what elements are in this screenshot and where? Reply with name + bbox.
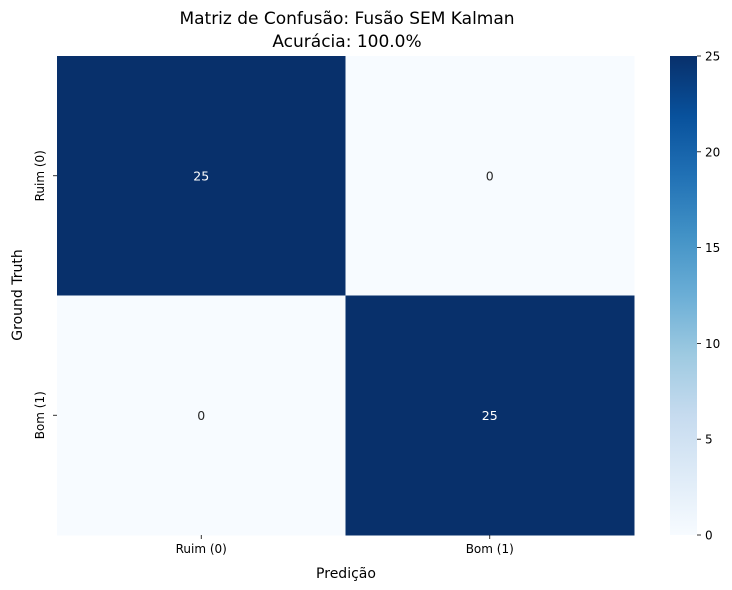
heatmap-cells: 25 0 0 25: [57, 56, 635, 536]
cell-value-label: 0: [197, 408, 205, 423]
heatmap-cell: [57, 295, 346, 536]
cell-value-label: 25: [193, 168, 209, 183]
y-axis-label: Ground Truth: [10, 249, 26, 340]
y-tick-label: Bom (1): [33, 391, 47, 439]
colorbar: [670, 56, 697, 535]
colorbar-tick-label: 25: [705, 50, 720, 64]
cell-value-label: 25: [482, 408, 498, 423]
chart-subtitle: Acurácia: 100.0%: [272, 32, 421, 52]
x-tick-label: Ruim (0): [176, 542, 227, 556]
y-axis-ticks: Ruim (0) Bom (1): [33, 150, 57, 439]
colorbar-tick-label: 15: [705, 241, 720, 255]
colorbar-tick-label: 0: [705, 529, 713, 543]
heatmap-cell: [57, 56, 346, 296]
colorbar-tick-label: 20: [705, 145, 720, 159]
heatmap-cell: [345, 56, 635, 296]
x-axis-ticks: Ruim (0) Bom (1): [176, 535, 514, 556]
cell-value-label: 0: [486, 168, 494, 183]
y-tick-label: Ruim (0): [33, 150, 47, 201]
x-tick-label: Bom (1): [466, 542, 514, 556]
heatmap-cell: [345, 295, 635, 536]
colorbar-tick-label: 10: [705, 337, 720, 351]
x-axis-label: Predição: [316, 566, 376, 582]
chart-title: Matriz de Confusão: Fusão SEM Kalman: [179, 9, 514, 29]
colorbar-tick-label: 5: [705, 433, 713, 447]
colorbar-ticks: 0 5 10 15 20 25: [697, 50, 720, 543]
